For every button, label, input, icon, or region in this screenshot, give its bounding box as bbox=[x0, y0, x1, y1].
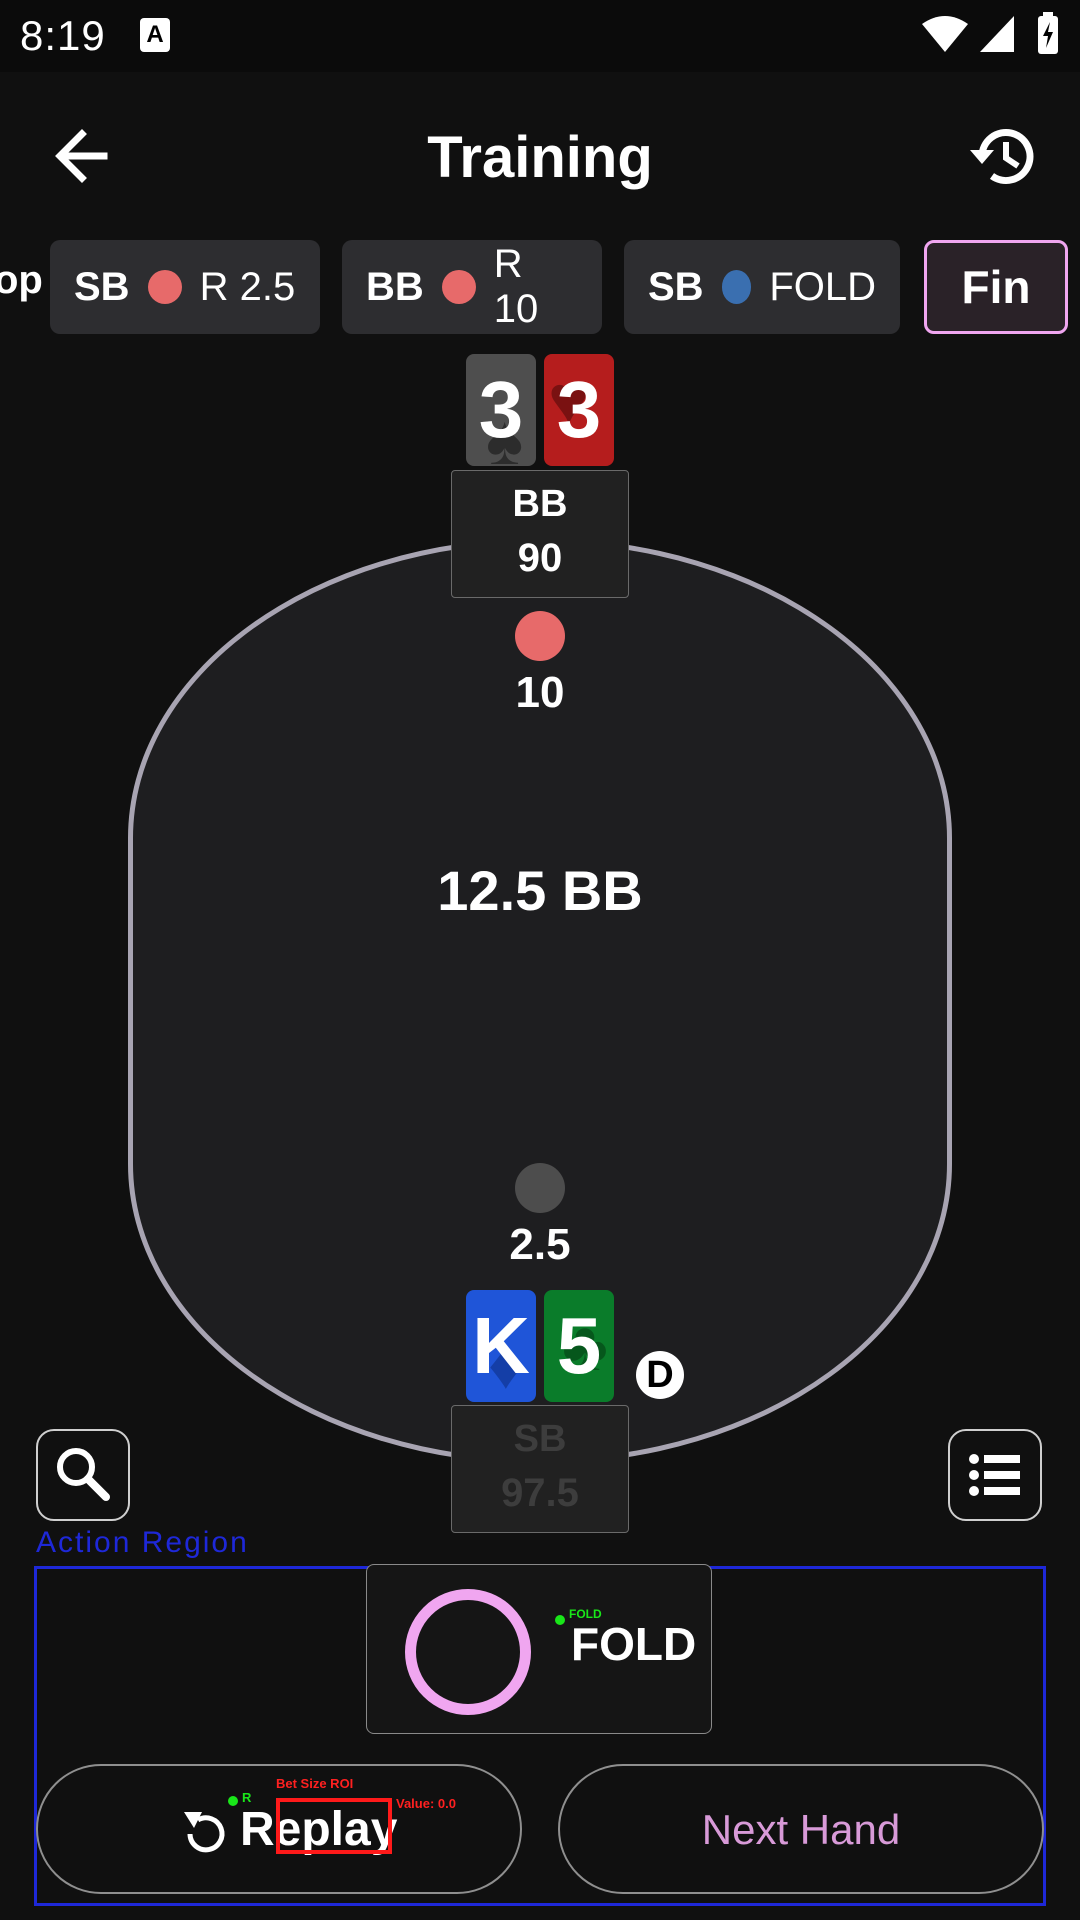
action-dot bbox=[721, 270, 752, 304]
list-icon bbox=[969, 1454, 1020, 1496]
fold-mini-label: FOLD bbox=[569, 1607, 602, 1621]
next-hand-label: Next Hand bbox=[701, 1806, 901, 1853]
search-button[interactable] bbox=[36, 1429, 130, 1521]
action-history-bar[interactable]: op SB R 2.5 BB R 10 SB FOLD Fin bbox=[0, 240, 1080, 336]
chip-position: SB bbox=[648, 264, 704, 309]
battery-icon bbox=[1038, 12, 1058, 54]
bet-chip bbox=[515, 611, 565, 661]
bet-amount: 2.5 bbox=[509, 1220, 571, 1269]
action-region-label: Action Region bbox=[36, 1526, 249, 1559]
chip-position: BB bbox=[366, 264, 424, 309]
seat-stack: 97.5 bbox=[501, 1471, 579, 1515]
search-icon bbox=[57, 1448, 110, 1501]
history-icon bbox=[970, 129, 1034, 184]
replay-icon bbox=[184, 1812, 225, 1853]
value-label: Value: 0.0 bbox=[396, 1796, 456, 1811]
heart-icon: ♥ bbox=[548, 361, 590, 439]
poker-table bbox=[128, 538, 952, 1464]
spade-icon: ♠ bbox=[486, 401, 524, 466]
seat-top: BB 90 bbox=[451, 470, 629, 598]
replay-mini-label: R bbox=[242, 1790, 252, 1805]
action-dot bbox=[147, 270, 182, 304]
chip-action: R 2.5 bbox=[199, 264, 296, 309]
arrow-left-icon bbox=[55, 129, 108, 183]
seat-position: BB bbox=[512, 483, 568, 525]
bet-size-roi-box bbox=[276, 1798, 392, 1854]
bet-chip bbox=[515, 1163, 565, 1213]
chip-action: R 10 bbox=[493, 242, 539, 331]
fold-label: FOLD bbox=[571, 1618, 697, 1670]
action-chip[interactable]: SB FOLD bbox=[624, 240, 900, 334]
detection-dot bbox=[555, 1615, 565, 1625]
back-button[interactable] bbox=[50, 120, 122, 192]
replay-label: Replay bbox=[240, 1803, 398, 1856]
seat-bottom: SB 97.5 bbox=[451, 1405, 629, 1533]
signal-icon bbox=[980, 16, 1014, 52]
card-rank: 5 bbox=[556, 1301, 602, 1390]
action-chip[interactable]: SB R 2.5 bbox=[50, 240, 320, 334]
fold-ring-icon bbox=[405, 1589, 531, 1715]
seat-position: SB bbox=[513, 1418, 567, 1460]
replay-button[interactable]: R Replay Bet Size ROI Value: 0.0 bbox=[36, 1764, 522, 1894]
next-hand-button[interactable]: Next Hand bbox=[558, 1764, 1044, 1894]
top-card-1: ♠ 3 bbox=[466, 354, 536, 466]
wifi-icon bbox=[922, 16, 968, 52]
chip-action: FOLD bbox=[769, 264, 876, 309]
status-bar bbox=[0, 0, 1080, 72]
notification-icon: A bbox=[140, 18, 170, 52]
top-card-2: ♥ 3 bbox=[544, 354, 614, 466]
detection-dot bbox=[228, 1796, 238, 1806]
card-rank: K bbox=[472, 1301, 530, 1390]
fold-button[interactable]: FOLD FOLD bbox=[366, 1564, 712, 1734]
page-title: Training bbox=[427, 125, 653, 190]
bottom-card-2: ♣ 5 bbox=[544, 1290, 614, 1402]
action-chip-partial[interactable]: op bbox=[0, 258, 43, 302]
pot-size: 12.5 BB bbox=[437, 859, 643, 922]
status-time: 8:19 bbox=[20, 12, 106, 59]
card-rank: 3 bbox=[478, 365, 524, 454]
history-button[interactable] bbox=[968, 120, 1040, 192]
seat-stack: 90 bbox=[517, 536, 563, 580]
bet-size-roi-label: Bet Size ROI bbox=[276, 1776, 354, 1791]
card-rank: 3 bbox=[556, 365, 602, 454]
dealer-button: D bbox=[636, 1351, 684, 1399]
finish-button[interactable]: Fin bbox=[924, 240, 1068, 334]
list-button[interactable] bbox=[948, 1429, 1042, 1521]
diamond-icon: ♦ bbox=[488, 1325, 524, 1402]
club-icon: ♣ bbox=[562, 1307, 608, 1385]
action-chip[interactable]: BB R 10 bbox=[342, 240, 602, 334]
bottom-card-1: ♦ K bbox=[466, 1290, 536, 1402]
chip-position: SB bbox=[74, 264, 130, 309]
action-dot bbox=[441, 270, 476, 304]
bet-amount: 10 bbox=[515, 668, 565, 717]
